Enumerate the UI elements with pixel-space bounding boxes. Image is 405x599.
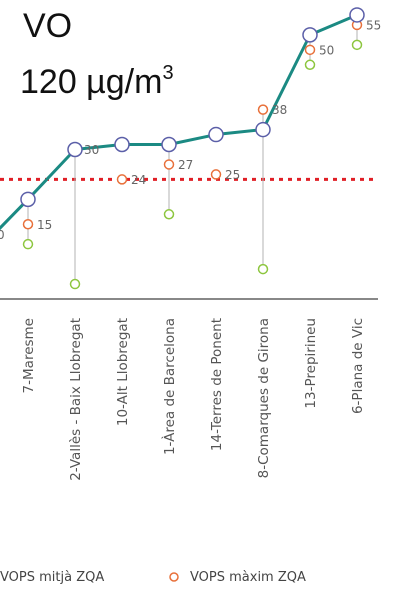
max-value-label: 24	[131, 173, 146, 187]
max-value-label: 38	[272, 103, 287, 117]
category-label: 8-Comarques de Girona	[256, 318, 272, 478]
chart-title-line2: 120 µg/m3	[20, 62, 174, 101]
max-point	[304, 44, 316, 56]
min-point	[304, 59, 316, 71]
max-point	[163, 159, 175, 170]
max-point	[210, 169, 222, 180]
plot-area: 0 15 30 24 27 25 38 50 55	[0, 7, 381, 290]
category-labels: 7-Maresme 2-Vallès - Baix Llobregat 10-Alt…	[21, 318, 366, 481]
legend-label-max: VOPS màxim ZQA	[190, 570, 306, 585]
mean-point	[349, 7, 365, 23]
max-value-label: 50	[319, 43, 334, 57]
legend-label-mean: VOPS mitjà ZQA	[0, 570, 104, 585]
max-point	[257, 104, 269, 115]
min-point	[69, 278, 81, 290]
category-label: 2-Vallès - Baix Llobregat	[68, 318, 84, 481]
max-value-label: 55	[366, 18, 381, 32]
mean-point	[208, 126, 224, 143]
category-label: 7-Maresme	[21, 318, 37, 393]
max-value-label: 25	[225, 168, 240, 182]
min-point	[257, 263, 269, 275]
mean-point	[161, 136, 177, 153]
max-point	[116, 174, 128, 185]
min-point	[163, 209, 175, 220]
min-point	[351, 39, 363, 51]
chart-title-unit: 120 µg/m	[20, 63, 162, 101]
category-label: 10-Alt Llobregat	[115, 318, 131, 426]
category-label: 13-Prepirineu	[303, 318, 319, 409]
mean-point	[302, 27, 318, 43]
mean-point	[67, 141, 83, 158]
max-point	[22, 219, 34, 230]
mean-point	[114, 136, 130, 153]
category-label: 1-Àrea de Barcelona	[161, 318, 178, 455]
legend-max-marker	[169, 572, 179, 582]
mean-point	[255, 121, 271, 138]
max-value-label: 30	[84, 143, 99, 157]
max-value-label: 27	[178, 158, 193, 172]
category-label: 14-Terres de Ponent	[209, 318, 225, 451]
partial-value-label: 0	[0, 228, 5, 242]
legend: VOPS mitjà ZQA VOPS màxim ZQA	[0, 570, 306, 585]
chart-title-superscript: 3	[162, 62, 173, 84]
max-value-label: 15	[37, 218, 52, 232]
mean-point	[20, 191, 36, 208]
mean-series-line	[0, 13, 358, 231]
category-label: 6-Plana de Vic	[350, 318, 366, 414]
chart-title-line1: VO	[23, 7, 72, 45]
min-point	[22, 238, 34, 250]
